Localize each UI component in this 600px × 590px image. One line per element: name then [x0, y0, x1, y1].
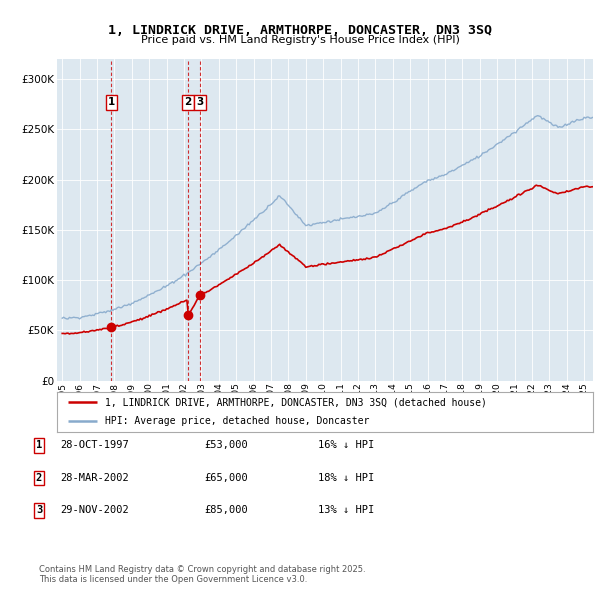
Text: 1, LINDRICK DRIVE, ARMTHORPE, DONCASTER, DN3 3SQ (detached house): 1, LINDRICK DRIVE, ARMTHORPE, DONCASTER,…	[105, 397, 487, 407]
Text: £85,000: £85,000	[204, 506, 248, 515]
Text: £53,000: £53,000	[204, 441, 248, 450]
Text: 18% ↓ HPI: 18% ↓ HPI	[318, 473, 374, 483]
Text: 2: 2	[185, 97, 192, 107]
Text: HPI: Average price, detached house, Doncaster: HPI: Average price, detached house, Donc…	[105, 417, 370, 427]
Text: £65,000: £65,000	[204, 473, 248, 483]
Text: 13% ↓ HPI: 13% ↓ HPI	[318, 506, 374, 515]
Text: 3: 3	[36, 506, 42, 515]
Text: 29-NOV-2002: 29-NOV-2002	[60, 506, 129, 515]
Text: 1, LINDRICK DRIVE, ARMTHORPE, DONCASTER, DN3 3SQ: 1, LINDRICK DRIVE, ARMTHORPE, DONCASTER,…	[108, 24, 492, 37]
Text: 1: 1	[108, 97, 115, 107]
Text: 28-MAR-2002: 28-MAR-2002	[60, 473, 129, 483]
Text: 3: 3	[196, 97, 203, 107]
Text: 16% ↓ HPI: 16% ↓ HPI	[318, 441, 374, 450]
Text: Contains HM Land Registry data © Crown copyright and database right 2025.
This d: Contains HM Land Registry data © Crown c…	[39, 565, 365, 584]
Text: 1: 1	[36, 441, 42, 450]
Text: 2: 2	[36, 473, 42, 483]
Text: Price paid vs. HM Land Registry's House Price Index (HPI): Price paid vs. HM Land Registry's House …	[140, 35, 460, 45]
Text: 28-OCT-1997: 28-OCT-1997	[60, 441, 129, 450]
